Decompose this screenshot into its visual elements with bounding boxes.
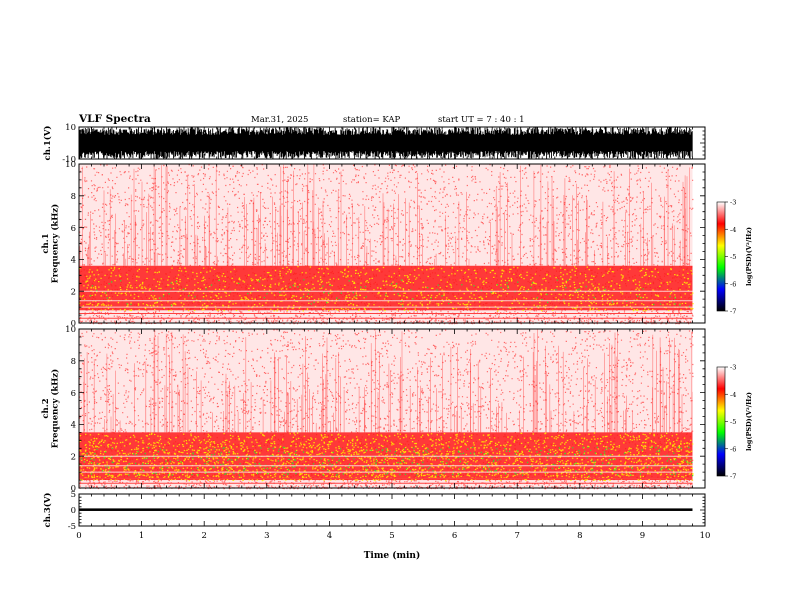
x-axis-label: Time (min) <box>364 550 421 561</box>
station-label: station= KAP <box>343 115 401 125</box>
ytick-label: 0 <box>71 506 76 516</box>
ytick-label: -5 <box>68 522 76 532</box>
ch2-spectrogram-ylabel: Frequency (kHz) <box>50 369 61 448</box>
ytick-label: 0 <box>71 484 76 494</box>
xtick-label: 1 <box>139 531 144 541</box>
xtick-label: 9 <box>640 531 645 541</box>
colorbar-tick-label: -3 <box>730 364 736 372</box>
colorbar-1 <box>716 201 726 312</box>
ch2-spectrogram-green <box>80 446 694 477</box>
plot-title: VLF Spectra <box>79 113 151 125</box>
colorbar-tick-label: -4 <box>730 226 736 234</box>
ytick-label: 4 <box>71 421 76 431</box>
colorbar-tick-label: -6 <box>730 445 736 453</box>
ch3-ylabel: ch.3(V) <box>42 493 53 528</box>
xtick-label: 2 <box>201 531 206 541</box>
ch2-spectrogram <box>79 329 694 490</box>
ytick-label: 0 <box>71 319 76 329</box>
ch1-ylabel: ch.1(V) <box>42 126 53 161</box>
colorbar-tick-label: -5 <box>730 418 736 426</box>
start-ut-label: start UT = 7 : 40 : 1 <box>438 115 525 125</box>
panel-ticks-2 <box>78 163 706 324</box>
panel-ticks-4 <box>78 493 706 527</box>
panel-ticks-1 <box>78 126 706 160</box>
ch1-spectrogram-yellow <box>79 266 694 312</box>
colorbar-label: log(PSD)(V²/Hz) <box>745 392 753 451</box>
ytick-label: 4 <box>71 256 76 266</box>
ch2-spectrogram-impulses <box>83 329 693 433</box>
ytick-label: 10 <box>65 160 76 170</box>
xtick-label: 10 <box>700 531 711 541</box>
date-label: Mar.31, 2025 <box>251 115 309 125</box>
ytick-label: 2 <box>71 452 76 462</box>
panel-ticks-3 <box>78 328 706 489</box>
ch1-spectrogram-impulses <box>79 164 690 266</box>
ytick-label: 2 <box>71 287 76 297</box>
colorbar-tick-label: -7 <box>730 473 736 481</box>
ch1-spectrogram-ylabel: Frequency (kHz) <box>50 204 61 283</box>
ytick-label: 6 <box>71 224 76 234</box>
xtick-label: 8 <box>577 531 582 541</box>
data-layer <box>78 127 694 511</box>
ytick-label: 8 <box>71 357 76 367</box>
ytick-label: 5 <box>71 490 76 500</box>
ch1-spectrogram-speckle <box>79 164 694 325</box>
colorbar-tick-label: -7 <box>730 308 736 316</box>
ytick-label: 8 <box>71 192 76 202</box>
ch1-waveform-trace <box>78 127 693 159</box>
ytick-label: -10 <box>62 155 76 165</box>
xtick-label: 3 <box>264 531 269 541</box>
ch2-spectrogram-yellow <box>79 432 694 482</box>
colorbar-2 <box>716 366 726 477</box>
xtick-label: 0 <box>76 531 81 541</box>
colorbar-tick-label: -3 <box>730 199 736 207</box>
colorbar-label: log(PSD)(V²/Hz) <box>745 227 753 286</box>
xtick-label: 6 <box>452 531 457 541</box>
colorbar-tick-label: -4 <box>730 391 736 399</box>
xtick-label: 7 <box>514 531 519 541</box>
colorbar-tick-label: -5 <box>730 253 736 261</box>
xtick-label: 5 <box>389 531 394 541</box>
colorbar-tick-label: -6 <box>730 280 736 288</box>
ytick-label: 10 <box>65 325 76 335</box>
ch3-waveform-trace <box>79 508 693 511</box>
xtick-label: 4 <box>327 531 332 541</box>
ytick-label: 6 <box>71 389 76 399</box>
ch1-spectrogram-ylabel: ch.1 <box>41 233 51 253</box>
ch2-spectrogram-ylabel: ch.2 <box>41 398 51 418</box>
axes-layer <box>78 126 728 527</box>
ytick-label: 10 <box>65 123 76 133</box>
ch1-spectrogram <box>79 164 694 325</box>
